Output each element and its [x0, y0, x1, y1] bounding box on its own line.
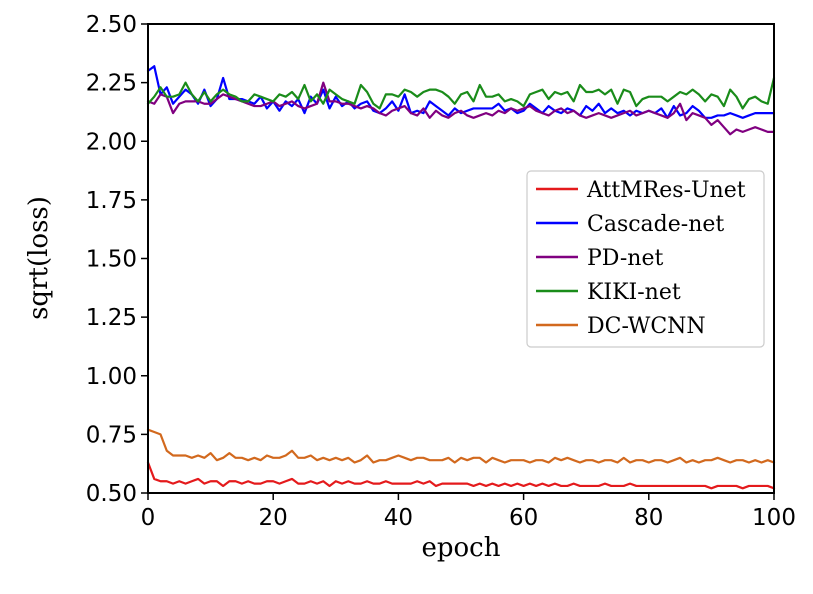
- legend-label: DC-WCNN: [587, 314, 706, 339]
- legend-label: PD-net: [587, 246, 663, 271]
- series-layer: [146, 65, 776, 490]
- x-axis-title: epoch: [422, 533, 501, 563]
- legend: AttMRes-Unet Cascade-net PD-net KIKI-net DC-…: [526, 170, 765, 348]
- y-tick-label: 1.75: [86, 188, 137, 214]
- series-line-dc-wcnn: [146, 428, 776, 464]
- y-tick-label: 1.25: [86, 305, 137, 331]
- x-tick-label: 100: [752, 505, 796, 531]
- series-line-attmres-unet: [146, 461, 776, 490]
- x-tick-label: 60: [509, 505, 538, 531]
- y-tick-label: 2.25: [86, 71, 137, 97]
- ticks-layer: 0 20 40 60 80 100 0.50 0.75 1.00 1.25 1.50 1.75 2.00…: [86, 12, 796, 531]
- y-tick-label: 0.75: [86, 422, 137, 448]
- legend-label: AttMRes-Unet: [586, 178, 746, 203]
- x-tick-label: 40: [384, 505, 413, 531]
- y-tick-label: 2.50: [86, 12, 137, 38]
- series-line-kiki-net: [146, 76, 776, 110]
- y-tick-label: 1.00: [86, 364, 137, 390]
- legend-label: KIKI-net: [587, 280, 681, 305]
- legend-label: Cascade-net: [587, 212, 724, 237]
- series-line-pd-net: [146, 81, 776, 136]
- y-tick-label: 2.00: [86, 129, 137, 155]
- legend-frame: [526, 170, 765, 348]
- series-line-cascade-net: [146, 65, 776, 119]
- y-tick-label: 0.50: [86, 481, 137, 507]
- y-axis-title: sqrt(loss): [24, 196, 54, 320]
- x-tick-label: 20: [259, 505, 288, 531]
- y-tick-label: 1.50: [86, 247, 137, 273]
- x-tick-label: 0: [141, 505, 156, 531]
- x-tick-label: 80: [634, 505, 663, 531]
